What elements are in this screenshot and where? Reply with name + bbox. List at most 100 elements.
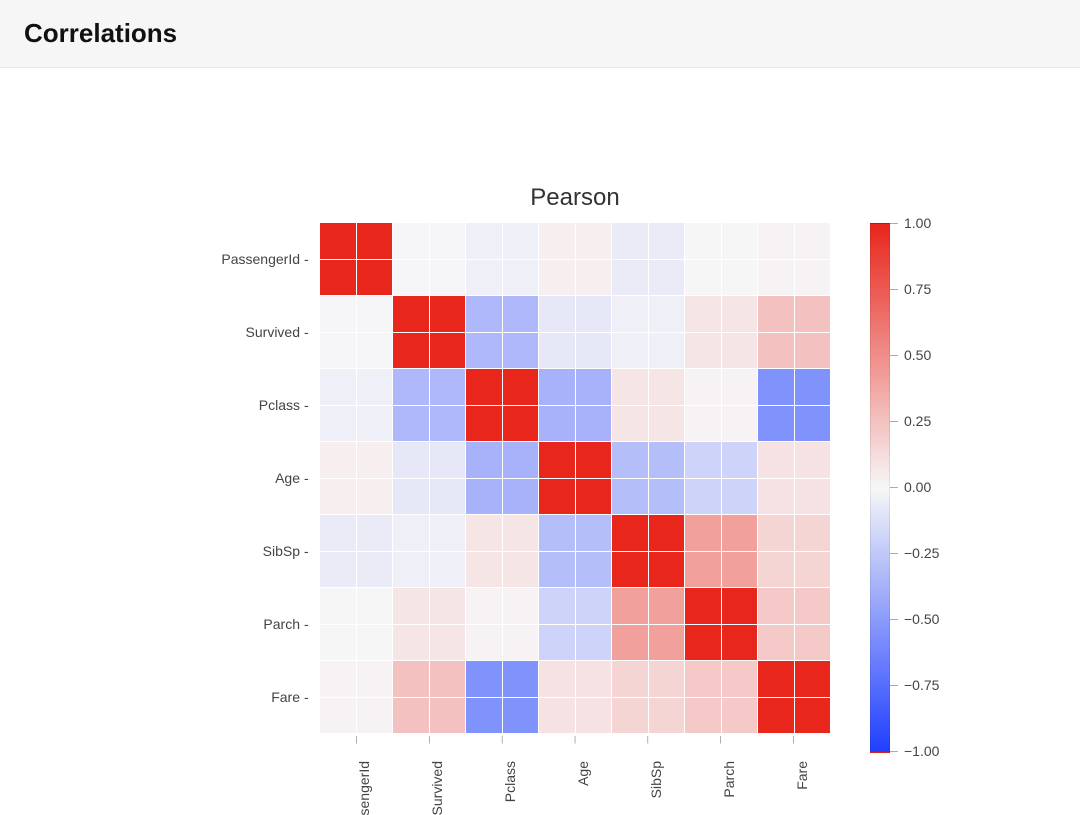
- heatmap-cell: [795, 479, 831, 515]
- heatmap-cell: [466, 479, 502, 515]
- heatmap-cell: [576, 333, 612, 369]
- x-axis-tick: |: [355, 735, 357, 744]
- heatmap-cell: [795, 260, 831, 296]
- heatmap-cell: [649, 661, 685, 697]
- heatmap-cell: [320, 296, 356, 332]
- heatmap-cell: [539, 260, 575, 296]
- heatmap-cell: [758, 296, 794, 332]
- heatmap-cell: [722, 588, 758, 624]
- heatmap-cell: [357, 515, 393, 551]
- heatmap-cell: [795, 223, 831, 259]
- heatmap-cell: [576, 442, 612, 478]
- heatmap-cell: [430, 625, 466, 661]
- heatmap-cell: [466, 369, 502, 405]
- y-axis-label: Survived: [246, 324, 300, 340]
- heatmap-cell: [503, 296, 539, 332]
- heatmap-cell: [393, 515, 429, 551]
- colorbar-tick-mark: [890, 487, 898, 488]
- colorbar-tick: 0.00: [890, 479, 931, 495]
- heatmap-cell: [722, 223, 758, 259]
- colorbar-tick: 0.75: [890, 281, 931, 297]
- heatmap-cell: [430, 333, 466, 369]
- heatmap-cell: [430, 661, 466, 697]
- heatmap-cell: [430, 698, 466, 734]
- heatmap-cell: [612, 698, 648, 734]
- heatmap-cell: [320, 333, 356, 369]
- heatmap-cell: [649, 698, 685, 734]
- heatmap-cell: [722, 698, 758, 734]
- heatmap-cell: [466, 223, 502, 259]
- y-axis-tick: -: [304, 543, 309, 559]
- heatmap-cell: [357, 442, 393, 478]
- heatmap-cell: [576, 552, 612, 588]
- colorbar-tick: 0.25: [890, 413, 931, 429]
- heatmap-cell: [795, 661, 831, 697]
- x-axis-tick: |: [647, 735, 649, 744]
- x-axis-tick: |: [574, 735, 576, 744]
- colorbar-tick-mark: [890, 421, 898, 422]
- heatmap-cell: [320, 406, 356, 442]
- colorbar-tick-label: 0.25: [904, 413, 931, 429]
- heatmap-cell: [649, 333, 685, 369]
- heatmap-cell: [722, 406, 758, 442]
- heatmap-cell: [393, 369, 429, 405]
- heatmap-cell: [393, 698, 429, 734]
- heatmap-cell: [612, 406, 648, 442]
- heatmap-cell: [393, 661, 429, 697]
- heatmap-cell: [576, 406, 612, 442]
- heatmap-cell: [320, 515, 356, 551]
- heatmap-cell: [795, 442, 831, 478]
- heatmap-cell: [685, 625, 721, 661]
- heatmap-cell: [357, 625, 393, 661]
- heatmap-cell: [393, 260, 429, 296]
- heatmap-cell: [539, 369, 575, 405]
- x-axis-tick: |: [720, 735, 722, 744]
- heatmap-cell: [466, 333, 502, 369]
- heatmap-cell: [320, 661, 356, 697]
- colorbar-ticks: 1.000.750.500.250.00−0.25−0.50−0.75−1.00: [890, 223, 970, 751]
- y-axis-tick: -: [304, 251, 309, 267]
- heatmap-cell: [722, 369, 758, 405]
- heatmap-cell: [576, 625, 612, 661]
- x-axis-tick: |: [501, 735, 503, 744]
- heatmap-cell: [576, 698, 612, 734]
- heatmap-cell: [795, 515, 831, 551]
- heatmap-cell: [649, 442, 685, 478]
- heatmap-cell: [685, 223, 721, 259]
- heatmap-cell: [430, 260, 466, 296]
- heatmap-cell: [539, 223, 575, 259]
- colorbar-tick-mark: [890, 685, 898, 686]
- heatmap-cell: [649, 479, 685, 515]
- heatmap-cell: [539, 406, 575, 442]
- heatmap-cell: [539, 479, 575, 515]
- heatmap-cell: [393, 552, 429, 588]
- heatmap-cell: [685, 260, 721, 296]
- heatmap-cell: [466, 515, 502, 551]
- heatmap-cell: [393, 625, 429, 661]
- heatmap-cell: [503, 552, 539, 588]
- colorbar-tick-mark: [890, 751, 898, 752]
- colorbar-tick-label: 1.00: [904, 215, 931, 231]
- x-axis-label: Parch: [721, 761, 737, 798]
- y-axis-tick: -: [304, 616, 309, 632]
- colorbar-tick: −1.00: [890, 743, 939, 759]
- y-axis-label: Parch: [263, 616, 300, 632]
- heatmap-cell: [612, 625, 648, 661]
- colorbar-tick-mark: [890, 289, 898, 290]
- heatmap-cell: [758, 515, 794, 551]
- heatmap-cell: [758, 333, 794, 369]
- heatmap-cell: [539, 442, 575, 478]
- heatmap-cell: [722, 333, 758, 369]
- heatmap-cell: [612, 333, 648, 369]
- heatmap-cell: [576, 296, 612, 332]
- colorbar-tick: −0.75: [890, 677, 939, 693]
- heatmap-cell: [612, 260, 648, 296]
- heatmap-cell: [357, 552, 393, 588]
- colorbar-tick-mark: [890, 223, 898, 224]
- y-axis-label: Age: [275, 470, 300, 486]
- heatmap-cell: [357, 698, 393, 734]
- colorbar-tick-label: −0.25: [904, 545, 939, 561]
- heatmap-cell: [795, 698, 831, 734]
- colorbar-tick-mark: [890, 355, 898, 356]
- heatmap-cell: [357, 369, 393, 405]
